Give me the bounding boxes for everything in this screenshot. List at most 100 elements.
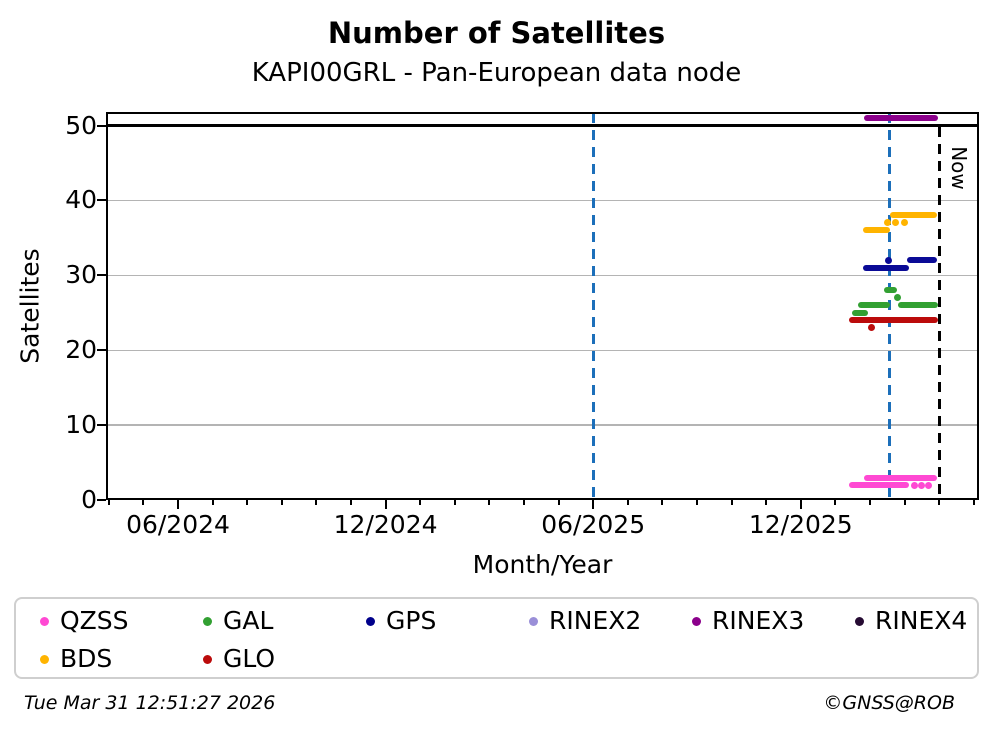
legend-marker-icon bbox=[692, 616, 701, 626]
legend-item-rinex4: RINEX4 bbox=[855, 606, 993, 636]
x-tick-minor bbox=[765, 500, 768, 505]
legend-item-rinex3: RINEX3 bbox=[692, 606, 855, 636]
x-tick-minor bbox=[246, 500, 249, 505]
legend-marker-icon bbox=[203, 616, 212, 626]
series-line-gps bbox=[906, 257, 937, 264]
plot-frame bbox=[106, 112, 979, 500]
x-tick-major bbox=[592, 500, 595, 509]
x-tick-minor bbox=[107, 500, 110, 505]
grid-line-y30 bbox=[106, 274, 979, 276]
x-tick-minor bbox=[972, 500, 975, 505]
y-tick bbox=[97, 199, 106, 202]
y-tick bbox=[97, 424, 106, 427]
series-line-bds bbox=[863, 227, 890, 234]
legend-marker-icon bbox=[855, 616, 864, 626]
reference-line-50 bbox=[106, 124, 979, 127]
x-tick-minor bbox=[280, 500, 283, 505]
series-point-bds bbox=[901, 219, 909, 227]
legend-marker-icon bbox=[529, 616, 538, 626]
legend-marker-icon bbox=[366, 616, 375, 626]
x-tick-minor bbox=[938, 500, 941, 505]
series-point-qzss bbox=[911, 481, 919, 489]
series-point-qzss bbox=[925, 481, 933, 489]
y-tick bbox=[97, 499, 106, 501]
x-tick-minor bbox=[523, 500, 525, 505]
series-point-bds bbox=[883, 219, 891, 227]
x-tick-minor bbox=[661, 500, 664, 505]
legend-item-rinex2: RINEX2 bbox=[529, 606, 692, 636]
vline-event-2 bbox=[888, 113, 892, 499]
legend-item-gps: GPS bbox=[366, 606, 529, 636]
x-tick-label: 12/2024 bbox=[333, 510, 438, 539]
now-annotation: Now bbox=[947, 146, 971, 190]
series-line-qzss bbox=[864, 474, 937, 481]
x-tick-label: 12/2025 bbox=[748, 510, 853, 539]
series-line-gps bbox=[863, 264, 910, 271]
y-tick-label: 20 bbox=[65, 335, 97, 365]
timestamp-text: Tue Mar 31 12:51:27 2026 bbox=[24, 692, 276, 714]
series-point-glo bbox=[867, 324, 875, 332]
series-point-qzss bbox=[918, 481, 926, 489]
x-tick-minor bbox=[315, 500, 318, 505]
x-tick-minor bbox=[350, 500, 352, 505]
y-tick-label: 10 bbox=[65, 410, 97, 440]
y-tick-label: 30 bbox=[65, 260, 97, 290]
legend-label: BDS bbox=[60, 644, 113, 673]
y-tick-label: 0 bbox=[81, 485, 97, 514]
x-tick-minor bbox=[869, 500, 871, 505]
x-tick-label: 06/2024 bbox=[126, 510, 230, 539]
legend-marker-icon bbox=[203, 654, 212, 664]
series-line-gal bbox=[883, 287, 897, 294]
y-tick-label: 50 bbox=[65, 110, 97, 140]
vline-now bbox=[937, 127, 941, 499]
x-tick-major bbox=[799, 500, 802, 509]
y-tick-label: 40 bbox=[65, 185, 97, 215]
x-tick-minor bbox=[211, 500, 214, 505]
x-tick-label: 06/2025 bbox=[541, 510, 646, 539]
legend-label: GLO bbox=[223, 644, 276, 673]
x-tick-minor bbox=[696, 500, 698, 505]
legend-marker-icon bbox=[40, 616, 49, 626]
legend-item-glo: GLO bbox=[203, 644, 366, 674]
credit-text: ©GNSS@ROB bbox=[823, 692, 955, 714]
x-tick-minor bbox=[142, 500, 145, 505]
y-tick bbox=[97, 124, 106, 127]
grid-line-y40 bbox=[106, 199, 979, 202]
legend-item-bds: BDS bbox=[40, 644, 203, 674]
legend-box: QZSS GAL GPS RINEX2 RINEX3 RINEX4 BDS GLO bbox=[14, 597, 979, 679]
series-line-bds bbox=[889, 212, 937, 219]
grid-line-y10 bbox=[106, 424, 979, 426]
y-tick bbox=[97, 274, 106, 277]
x-tick-minor bbox=[419, 500, 422, 505]
grid-line-y20 bbox=[106, 349, 979, 351]
series-line-gal bbox=[858, 302, 890, 309]
vline-event-1 bbox=[591, 113, 595, 499]
legend-label: RINEX4 bbox=[875, 606, 968, 635]
series-line-qzss bbox=[849, 482, 910, 489]
legend-item-qzss: QZSS bbox=[40, 606, 203, 636]
x-tick-minor bbox=[834, 500, 837, 505]
legend-label: GPS bbox=[386, 606, 437, 635]
legend-label: RINEX3 bbox=[712, 606, 805, 635]
y-tick bbox=[97, 349, 106, 352]
series-point-bds bbox=[891, 219, 899, 227]
x-tick-minor bbox=[453, 500, 456, 505]
legend-label: RINEX2 bbox=[549, 606, 642, 635]
series-line-gal bbox=[851, 309, 868, 316]
series-point-gal bbox=[894, 294, 902, 302]
legend-label: QZSS bbox=[60, 606, 129, 635]
series-point-gps bbox=[884, 256, 892, 264]
x-tick-minor bbox=[557, 500, 560, 505]
legend-item-gal: GAL bbox=[203, 606, 366, 636]
series-line-glo bbox=[849, 317, 939, 324]
series-line-rinex3 bbox=[864, 115, 939, 121]
page-title: Number of Satellites bbox=[327, 16, 666, 50]
x-axis-label: Month/Year bbox=[472, 550, 613, 579]
page-subtitle: KAPI00GRL - Pan-European data node bbox=[251, 58, 742, 88]
x-tick-major bbox=[384, 500, 387, 509]
x-tick-minor bbox=[730, 500, 733, 505]
x-tick-major bbox=[177, 500, 179, 509]
x-tick-minor bbox=[488, 500, 491, 505]
